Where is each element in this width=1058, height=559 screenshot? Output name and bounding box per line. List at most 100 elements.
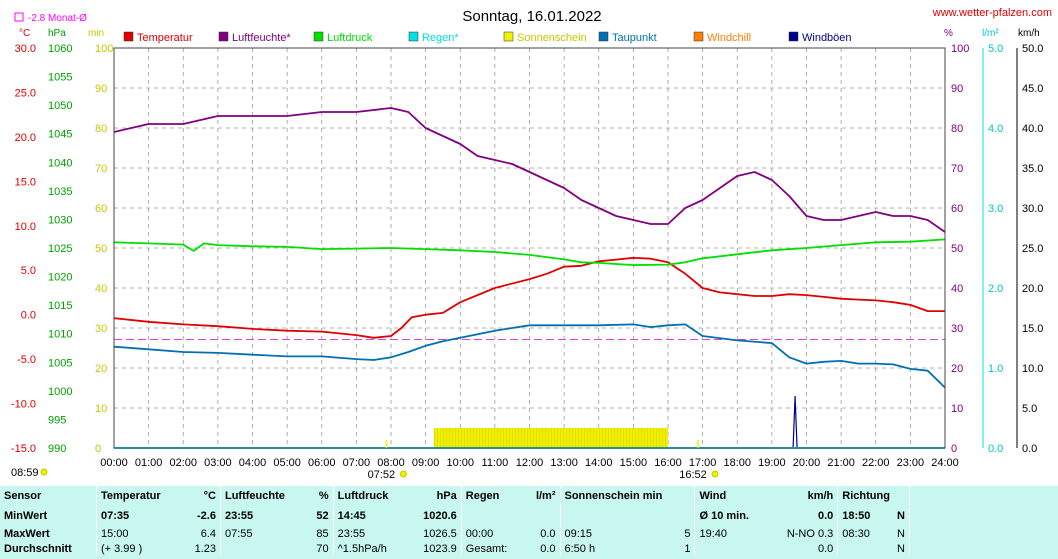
legend-item: Sonnenschein	[517, 32, 587, 44]
x-tick-label: 08:00	[377, 457, 405, 469]
x-tick-label: 01:00	[135, 457, 163, 469]
stats-spacer	[909, 506, 1058, 526]
unit-sun: min	[88, 28, 104, 39]
legend-swatch	[598, 31, 609, 42]
wind-tick-label: 50.0	[1022, 43, 1043, 55]
wind-tick-label: 40.0	[1022, 123, 1043, 135]
luftdruck-line	[113, 238, 946, 267]
stats-press-header: Luftdruck	[332, 486, 408, 506]
sun-tick-label: 90	[95, 83, 107, 95]
pressure-tick-label: 1040	[48, 157, 72, 169]
stats-cell-h-time: 23:55	[219, 506, 307, 526]
wind-tick-label: 20.0	[1022, 283, 1043, 295]
stats-cell-w-val: 0.0	[817, 542, 834, 555]
stats-cell-r-val	[525, 506, 560, 526]
temp-tick-label: 5.0	[21, 265, 36, 277]
sunset-sun-icon	[711, 470, 719, 478]
stats-spacer	[909, 526, 1058, 541]
x-tick-label: 05:00	[273, 457, 301, 469]
humidity-tick-label: 70	[951, 163, 963, 175]
x-tick-label: 00:00	[100, 457, 128, 469]
x-tick-label: 16:00	[654, 457, 682, 469]
unit-humidity: %	[944, 28, 953, 39]
stats-cell-r-time	[460, 506, 525, 526]
stats-cell-d-time: 18:50	[837, 506, 888, 526]
series	[113, 107, 946, 449]
site-link[interactable]: www.wetter-pfalzen.com	[932, 7, 1052, 19]
stats-cell-w-time: 19:40	[694, 526, 769, 541]
stats-temp-header: Temperatur	[95, 486, 183, 506]
x-tick-label: 20:00	[793, 457, 821, 469]
stats-hum-header: Luftfeuchte	[219, 486, 307, 506]
x-tick-label: 12:00	[516, 457, 544, 469]
stats-cell-r-val: 0.0	[540, 527, 556, 540]
x-tick-label: 09:00	[412, 457, 440, 469]
stats-temp-unit: °C	[203, 490, 216, 502]
legend-item: Windchill	[707, 32, 751, 44]
stats-cell-s-val: 5	[684, 527, 691, 540]
temp-tick-label: -10.0	[11, 399, 36, 411]
legend-item: Luftdruck	[327, 32, 373, 44]
legend: Temperatur Luftfeuchte* Luftdruck Regen* Son…	[123, 31, 852, 44]
pressure-tick-label: 1005	[48, 357, 72, 369]
stats-cell-p-time: 14:45	[332, 506, 408, 526]
stats-cell-h-time	[219, 541, 307, 556]
sun-tick-label: 40	[95, 283, 107, 295]
pressure-tick-label: 1020	[48, 272, 72, 284]
sun-tick-label: 70	[95, 163, 107, 175]
x-tick-label: 23:00	[897, 457, 925, 469]
sunrise-time: 07:52	[368, 469, 396, 481]
stats-cell-s-time: 6:50 h	[559, 541, 659, 556]
humidity-tick-label: 50	[951, 243, 963, 255]
pressure-tick-label: 1055	[48, 72, 72, 84]
x-tick-label: 21:00	[827, 457, 855, 469]
sun-tick-label: 0	[95, 443, 101, 455]
chart-title: Sonntag, 16.01.2022	[462, 8, 601, 25]
stats-cell-p-time: 23:55	[332, 526, 408, 541]
stats-cell-w-time	[694, 541, 769, 556]
rain-tick-label: 3.0	[988, 203, 1003, 215]
stats-cell-r-time: Gesamt:	[460, 541, 525, 556]
stats-hum-unit: %	[318, 490, 329, 502]
legend-swatch	[313, 31, 324, 42]
stats-cell-d-val: N	[897, 527, 905, 540]
wind-gust-spike	[792, 395, 798, 449]
stats-cell-s-val: 1	[684, 542, 691, 555]
stats-wind-header: Wind	[694, 486, 769, 506]
stats-cell-t-time: 07:35	[95, 506, 183, 526]
pressure-tick-label: 990	[48, 443, 66, 455]
legend-item: Windböen	[802, 32, 852, 44]
statistics-panel: Sensor Temperatur °C Luftfeuchte % Luftd…	[0, 486, 1058, 559]
x-tick-label: 13:00	[550, 457, 578, 469]
stats-cell-r-time: 00:00	[460, 526, 525, 541]
sunset-time: 16:52	[679, 469, 707, 481]
humidity-tick-label: 30	[951, 323, 963, 335]
grid	[114, 48, 945, 448]
humidity-tick-label: 20	[951, 363, 963, 375]
temp-tick-label: -15.0	[11, 443, 36, 455]
stats-cell-label: MaxWert	[4, 527, 50, 540]
wind-tick-label: 0.0	[1022, 443, 1037, 455]
sun-tick-label: 80	[95, 123, 107, 135]
stats-cell-t-time: (+ 3.99 )	[95, 541, 183, 556]
stats-cell-t-time: 15:00	[95, 526, 183, 541]
rain-tick-label: 4.0	[988, 123, 1003, 135]
stats-dir-header: Richtung	[837, 486, 910, 506]
temp-tick-label: 0.0	[21, 310, 36, 322]
legend-item: Temperatur	[137, 32, 193, 44]
stats-cell-p-val: 1026.5	[423, 527, 457, 540]
x-tick-label: 14:00	[585, 457, 613, 469]
stats-cell-h-val: 85	[316, 527, 329, 540]
stats-cell-s-time	[559, 506, 659, 526]
stats-spacer	[909, 541, 1058, 556]
x-tick-label: 04:00	[239, 457, 267, 469]
sun-tick-label: 20	[95, 363, 107, 375]
stats-cell-s-val	[658, 506, 695, 526]
day-length: 08:59	[11, 467, 39, 479]
stats-cell-label: MinWert	[4, 510, 48, 522]
temp-tick-label: 30.0	[15, 43, 36, 55]
legend-swatch	[693, 31, 704, 42]
wind-tick-label: 45.0	[1022, 83, 1043, 95]
wind-tick-label: 35.0	[1022, 163, 1043, 175]
stats-body: MinWert 07:35 -2.6 23:55 52 14:45 1020.6 Ø 10 m…	[0, 506, 1058, 556]
